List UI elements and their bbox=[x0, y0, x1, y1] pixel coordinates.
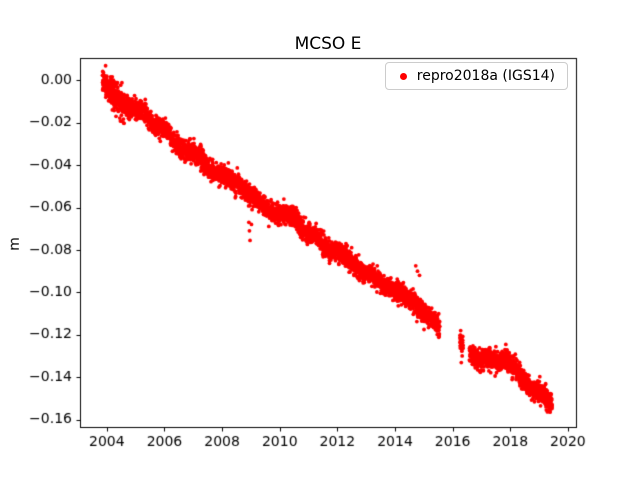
legend: repro2018a (IGS14) bbox=[384, 62, 568, 90]
legend-label: repro2018a (IGS14) bbox=[416, 68, 555, 84]
legend-marker-icon bbox=[399, 72, 407, 80]
y-axis-label: m bbox=[6, 237, 23, 251]
chart-title: MCSO E bbox=[294, 34, 362, 54]
